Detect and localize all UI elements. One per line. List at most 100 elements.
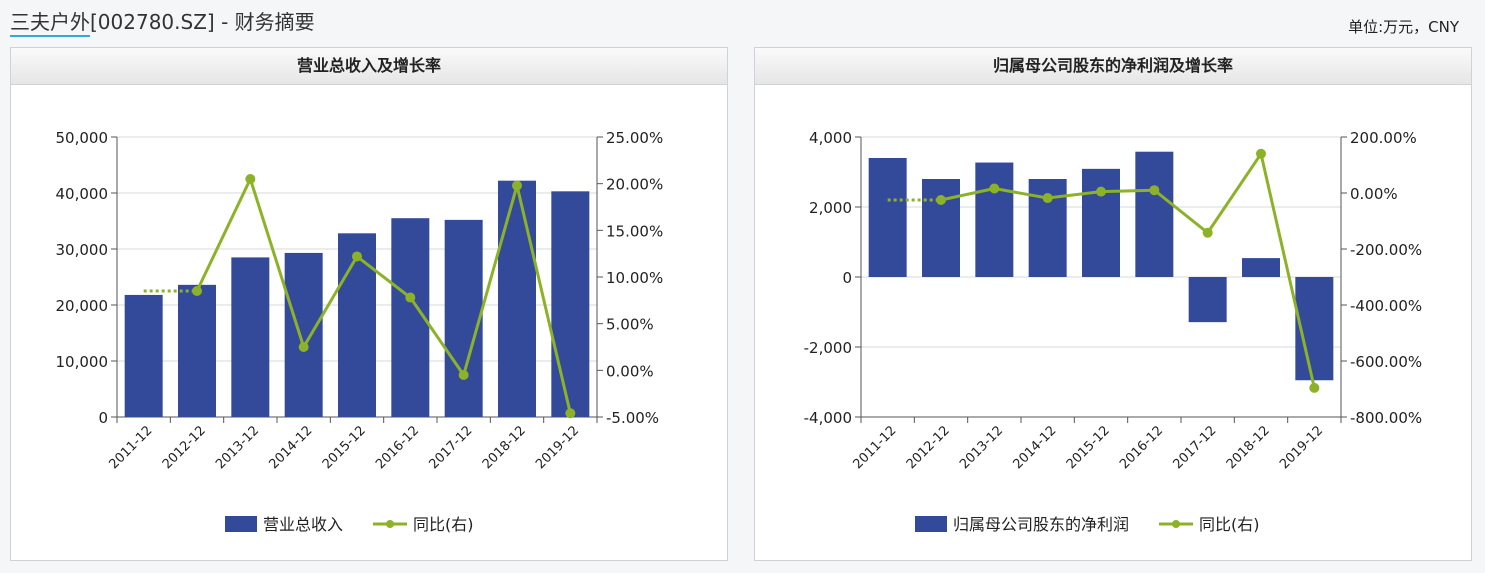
bar bbox=[444, 219, 483, 417]
page-title: 三夫户外[002780.SZ] - 财务摘要 bbox=[10, 6, 315, 37]
growth-point bbox=[936, 195, 946, 205]
right-axis-tick-label: 20.00% bbox=[606, 176, 663, 194]
legend-line-marker bbox=[1172, 520, 1181, 528]
left-axis-tick-label: -2,000 bbox=[804, 339, 852, 357]
bar bbox=[1135, 151, 1174, 277]
title-separator: - bbox=[214, 10, 235, 34]
growth-point bbox=[298, 342, 309, 352]
growth-line-segment bbox=[195, 178, 252, 292]
left-axis-tick-label: 0 bbox=[98, 409, 108, 427]
bar bbox=[1188, 277, 1227, 323]
right-axis-tick-label: -200.00% bbox=[1350, 241, 1422, 259]
legend-bar-swatch bbox=[225, 516, 257, 532]
right-axis-tick-label: 0.00% bbox=[1350, 185, 1398, 203]
growth-point bbox=[405, 292, 416, 303]
x-axis-tick-label: 2012-12 bbox=[904, 423, 953, 472]
x-axis-tick-label: 2015-12 bbox=[320, 423, 369, 472]
x-axis-tick-label: 2015-12 bbox=[1064, 423, 1113, 472]
growth-point bbox=[1256, 148, 1266, 159]
left-axis-tick-label: -4,000 bbox=[804, 409, 852, 427]
bar bbox=[1242, 258, 1280, 277]
net-profit-chart-title: 归属母公司股东的净利润及增长率 bbox=[755, 48, 1471, 85]
bar bbox=[922, 179, 960, 277]
growth-line-segment bbox=[409, 296, 465, 376]
bar bbox=[178, 284, 216, 417]
x-axis-tick-label: 2016-12 bbox=[373, 423, 422, 472]
x-axis-tick-label: 2012-12 bbox=[160, 423, 209, 472]
growth-line-segment bbox=[994, 187, 1048, 200]
revenue-chart: 0 10,000 20,000 30,000 40,000 50,000 -5.00% 0.0… bbox=[56, 129, 664, 534]
growth-point bbox=[1149, 185, 1160, 196]
net-profit-chart: -4,000 -2,000 0 2,000 4,000 -800.00% -600.00% -… bbox=[804, 129, 1423, 534]
left-axis-tick-label: 0 bbox=[842, 269, 852, 287]
left-axis-tick-label: 10,000 bbox=[56, 353, 109, 371]
bar bbox=[231, 257, 270, 417]
unit-label: 单位:万元，CNY bbox=[1348, 18, 1459, 36]
growth-line-segment bbox=[302, 255, 359, 348]
growth-line-segment bbox=[1153, 189, 1209, 234]
growth-line-segment bbox=[515, 185, 572, 414]
growth-line-segment bbox=[1100, 188, 1155, 194]
growth-point bbox=[245, 174, 256, 184]
x-axis-tick-label: 2017-12 bbox=[1170, 423, 1219, 472]
right-axis-tick-label: 0.00% bbox=[606, 362, 654, 380]
growth-line-segment bbox=[940, 187, 995, 202]
growth-point bbox=[1202, 227, 1213, 238]
x-axis-tick-label: 2013-12 bbox=[213, 423, 262, 472]
x-axis-tick-label: 2018-12 bbox=[480, 423, 529, 472]
right-axis-tick-label: 15.00% bbox=[606, 222, 663, 240]
revenue-chart-title: 营业总收入及增长率 bbox=[11, 48, 727, 85]
growth-point bbox=[565, 408, 576, 419]
growth-point bbox=[1096, 186, 1106, 197]
bar bbox=[551, 191, 590, 417]
growth-line-segment bbox=[248, 178, 306, 348]
left-axis-tick-label: 40,000 bbox=[56, 185, 109, 203]
left-axis-tick-label: 2,000 bbox=[809, 199, 852, 217]
bar bbox=[1082, 168, 1120, 277]
x-axis-tick-label: 2014-12 bbox=[1010, 423, 1059, 472]
net-profit-chart-panel: 归属母公司股东的净利润及增长率 -4,000 -2,000 0 2,000 4,000-… bbox=[754, 47, 1472, 561]
right-axis-tick-label: -400.00% bbox=[1350, 297, 1422, 315]
growth-line-segment bbox=[1259, 153, 1316, 389]
x-axis-tick-label: 2019-12 bbox=[533, 423, 582, 472]
growth-point bbox=[192, 286, 202, 296]
growth-point bbox=[458, 370, 469, 380]
x-axis-tick-label: 2016-12 bbox=[1117, 423, 1166, 472]
x-axis-tick-label: 2011-12 bbox=[106, 423, 155, 472]
growth-point bbox=[1042, 193, 1053, 204]
x-axis-tick-label: 2019-12 bbox=[1277, 423, 1326, 472]
x-axis-tick-label: 2018-12 bbox=[1224, 423, 1273, 472]
bar bbox=[284, 252, 323, 417]
bar bbox=[975, 162, 1014, 277]
left-axis-tick-label: 4,000 bbox=[809, 129, 852, 147]
x-axis-tick-label: 2013-12 bbox=[957, 423, 1006, 472]
x-axis-tick-label: 2011-12 bbox=[850, 423, 899, 472]
legend-line-label: 同比(右) bbox=[413, 515, 474, 534]
x-axis-tick-label: 2017-12 bbox=[426, 423, 475, 472]
growth-point bbox=[989, 183, 1000, 194]
legend-line-label: 同比(右) bbox=[1199, 515, 1260, 534]
right-axis-tick-label: 25.00% bbox=[606, 129, 663, 147]
left-axis-tick-label: 50,000 bbox=[56, 129, 109, 147]
legend-bar-label: 营业总收入 bbox=[263, 515, 343, 534]
revenue-chart-panel: 营业总收入及增长率 0 10,000 20,000 30,000 40,000 50,00… bbox=[10, 47, 728, 561]
legend-bar-label: 归属母公司股东的净利润 bbox=[953, 515, 1129, 534]
section-title: 财务摘要 bbox=[234, 10, 315, 34]
bar bbox=[338, 233, 376, 417]
right-axis-tick-label: -600.00% bbox=[1350, 353, 1422, 371]
legend-line-marker bbox=[386, 520, 395, 528]
left-axis-tick-label: 20,000 bbox=[56, 297, 109, 315]
growth-line-segment bbox=[462, 185, 519, 376]
growth-point bbox=[352, 251, 362, 262]
company-name-link[interactable]: 三夫户外 bbox=[10, 10, 90, 37]
growth-line-segment bbox=[356, 255, 412, 299]
bar bbox=[124, 294, 163, 417]
growth-point bbox=[1309, 382, 1320, 393]
growth-point bbox=[512, 180, 522, 191]
growth-line-segment bbox=[1206, 152, 1263, 234]
bar bbox=[868, 158, 907, 277]
right-axis-tick-label: 5.00% bbox=[606, 316, 654, 334]
legend-bar-swatch bbox=[915, 516, 947, 532]
right-axis-tick-label: -800.00% bbox=[1350, 409, 1422, 427]
x-axis-tick-label: 2014-12 bbox=[266, 423, 315, 472]
